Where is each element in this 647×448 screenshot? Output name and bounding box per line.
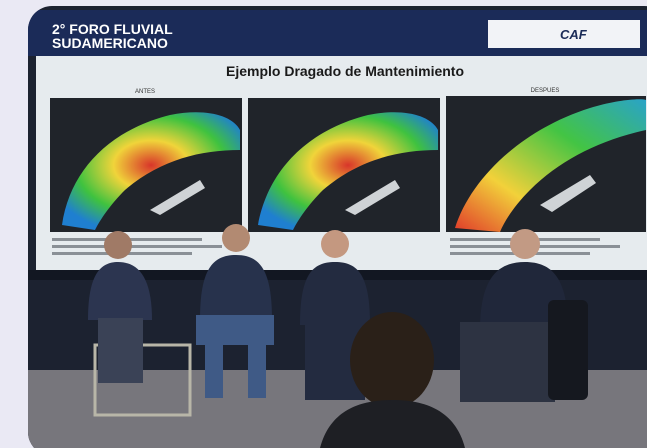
logo: CAF — [560, 27, 588, 42]
map-panels — [50, 96, 646, 232]
panelist — [196, 224, 274, 398]
panel-label: ANTES — [135, 89, 155, 95]
photo-content: 2° FORO FLUVIAL SUDAMERICANO CAF Ejemplo… — [28, 6, 647, 448]
depth-map — [62, 112, 240, 230]
panelist — [88, 231, 152, 383]
depth-map — [258, 112, 438, 230]
panel-label: DESPUES — [531, 88, 560, 94]
depth-map — [455, 99, 646, 232]
event-title: SUDAMERICANO — [52, 35, 168, 51]
map-feature — [150, 175, 596, 215]
panelist — [460, 229, 588, 402]
logo-box — [488, 20, 640, 48]
audience-member — [320, 312, 465, 448]
slide-title: Ejemplo Dragado de Mantenimiento — [226, 63, 464, 79]
event-title: 2° FORO FLUVIAL — [52, 21, 173, 37]
